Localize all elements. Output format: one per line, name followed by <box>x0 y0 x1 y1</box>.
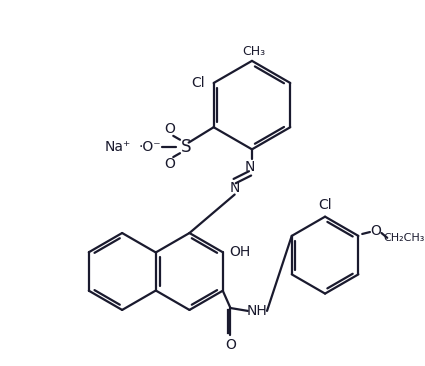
Text: O: O <box>370 224 381 238</box>
Text: O: O <box>225 337 236 352</box>
Text: CH₃: CH₃ <box>242 45 266 58</box>
Text: Na⁺: Na⁺ <box>105 141 130 154</box>
Text: NH: NH <box>247 304 268 318</box>
Text: Cl: Cl <box>191 76 205 90</box>
Text: O: O <box>164 122 175 136</box>
Text: N: N <box>230 181 240 195</box>
Text: O: O <box>164 157 175 171</box>
Text: ·O⁻: ·O⁻ <box>139 141 162 154</box>
Text: S: S <box>181 138 191 156</box>
Text: N: N <box>245 160 255 173</box>
Text: CH₂CH₃: CH₂CH₃ <box>384 233 425 243</box>
Text: Cl: Cl <box>318 198 332 212</box>
Text: OH: OH <box>230 245 251 259</box>
